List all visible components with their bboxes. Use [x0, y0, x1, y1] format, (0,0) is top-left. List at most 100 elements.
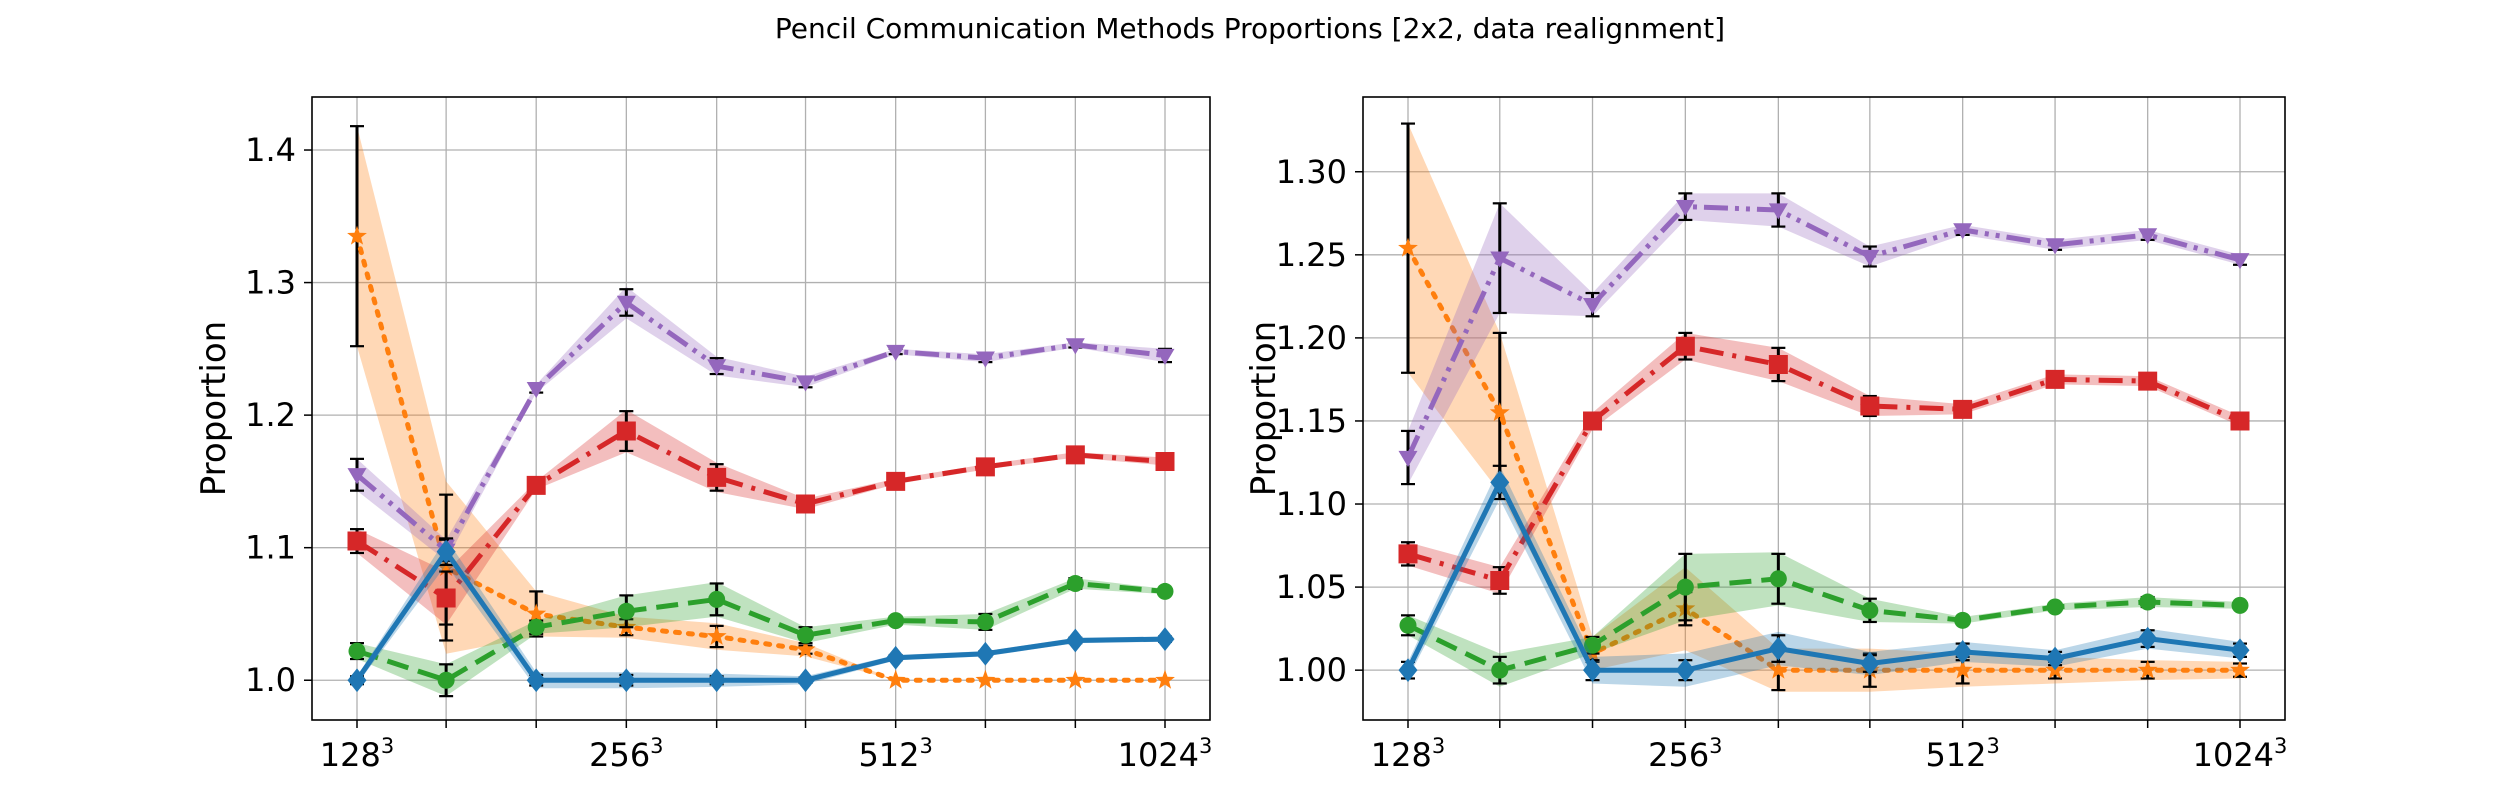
- data-point: [1860, 396, 1880, 416]
- x-tick-label-base: 512: [1925, 736, 1986, 774]
- data-point: [617, 602, 635, 620]
- data-point: [2138, 626, 2158, 651]
- series: [347, 409, 1175, 626]
- data-point: [1768, 636, 1788, 661]
- data-point: [1860, 249, 1880, 266]
- x-tick-label-base: 128: [1371, 736, 1432, 774]
- series-line: [354, 549, 1166, 683]
- series: [1398, 331, 2250, 595]
- data-point: [347, 531, 367, 551]
- y-tick-label: 1.10: [1276, 485, 1347, 523]
- data-point: [796, 375, 816, 392]
- data-point: [796, 668, 816, 693]
- data-point: [1065, 445, 1085, 465]
- y-axis-title: Proportion: [194, 321, 234, 496]
- data-point: [1953, 399, 1973, 419]
- data-point: [2138, 371, 2158, 391]
- series: [1398, 464, 2250, 687]
- data-point: [1953, 640, 1973, 664]
- data-point: [2231, 596, 2249, 614]
- data-point: [616, 421, 636, 441]
- plot-frame: [1362, 96, 2286, 721]
- x-tick-label-exponent: 3: [1432, 734, 1445, 758]
- y-tick-label: 1.1: [245, 529, 296, 567]
- data-point: [2230, 659, 2250, 679]
- series-line: [356, 581, 1166, 683]
- data-point: [708, 590, 726, 608]
- data-point: [1156, 582, 1174, 600]
- y-tick-label: 1.25: [1276, 236, 1347, 274]
- data-point: [616, 668, 636, 693]
- data-point: [796, 494, 816, 514]
- confidence-band: [357, 286, 1165, 561]
- data-point: [1065, 669, 1086, 689]
- data-point: [1769, 570, 1787, 588]
- data-point: [1676, 578, 1694, 596]
- x-tick-label: 5123: [858, 734, 932, 774]
- data-point: [2045, 646, 2065, 671]
- data-point: [975, 669, 996, 689]
- data-point: [1768, 659, 1789, 679]
- y-tick-label: 1.2: [245, 396, 296, 434]
- series-line: [1405, 479, 2241, 673]
- data-point: [887, 612, 905, 630]
- data-point: [976, 613, 994, 631]
- data-point: [347, 668, 367, 693]
- data-point: [1953, 223, 1973, 240]
- figure-title: Pencil Communication Methods Proportions…: [774, 12, 1726, 45]
- series-line: [1406, 576, 2241, 673]
- x-tick-label-base: 1024: [1118, 736, 1199, 774]
- x-tick-label: 5123: [1925, 734, 1999, 774]
- data-point: [2046, 598, 2064, 616]
- x-tick-label-base: 512: [858, 736, 919, 774]
- y-tick-label: 1.4: [245, 131, 296, 169]
- data-point: [886, 645, 906, 670]
- series-line: [1405, 245, 2243, 673]
- data-point: [1398, 450, 1418, 468]
- data-point: [436, 539, 456, 564]
- data-point: [347, 225, 367, 245]
- x-tick-label-exponent: 3: [1199, 734, 1212, 758]
- data-point: [2230, 411, 2250, 431]
- series: [1399, 552, 2249, 687]
- series: [1398, 192, 2250, 486]
- x-tick-label-exponent: 3: [1987, 734, 2000, 758]
- data-point: [707, 467, 727, 487]
- y-tick-label: 1.20: [1276, 319, 1347, 357]
- data-point: [1584, 636, 1602, 654]
- data-point: [436, 557, 457, 576]
- data-point: [1398, 237, 1418, 257]
- data-point: [2230, 638, 2250, 663]
- data-point: [1675, 658, 1695, 683]
- data-point: [975, 351, 995, 368]
- y-axis-title: Proportion: [1244, 321, 1284, 496]
- series-line: [1405, 204, 2241, 459]
- data-point: [885, 669, 906, 689]
- confidence-band: [1408, 332, 2240, 594]
- x-tick-label-exponent: 3: [381, 734, 394, 758]
- series-line: [1407, 343, 2241, 583]
- data-point: [1490, 570, 1510, 590]
- x-tick-label: 1283: [1371, 734, 1445, 774]
- data-point: [2138, 228, 2158, 245]
- x-tick-label-exponent: 3: [1709, 734, 1722, 758]
- confidence-band: [1408, 552, 2240, 687]
- data-point: [1491, 661, 1509, 679]
- y-tick-label: 1.00: [1276, 651, 1347, 689]
- data-point: [1768, 203, 1788, 220]
- data-point: [526, 475, 546, 495]
- x-tick-label: 10243: [1118, 734, 1213, 774]
- data-point: [1065, 628, 1085, 653]
- data-point: [348, 642, 366, 660]
- data-point: [886, 344, 906, 362]
- data-point: [795, 639, 816, 659]
- series-line: [354, 233, 1168, 683]
- data-point: [1860, 651, 1880, 676]
- data-point: [436, 588, 456, 608]
- data-point: [1065, 338, 1085, 355]
- confidence-band: [357, 538, 1165, 689]
- series: [347, 125, 1175, 689]
